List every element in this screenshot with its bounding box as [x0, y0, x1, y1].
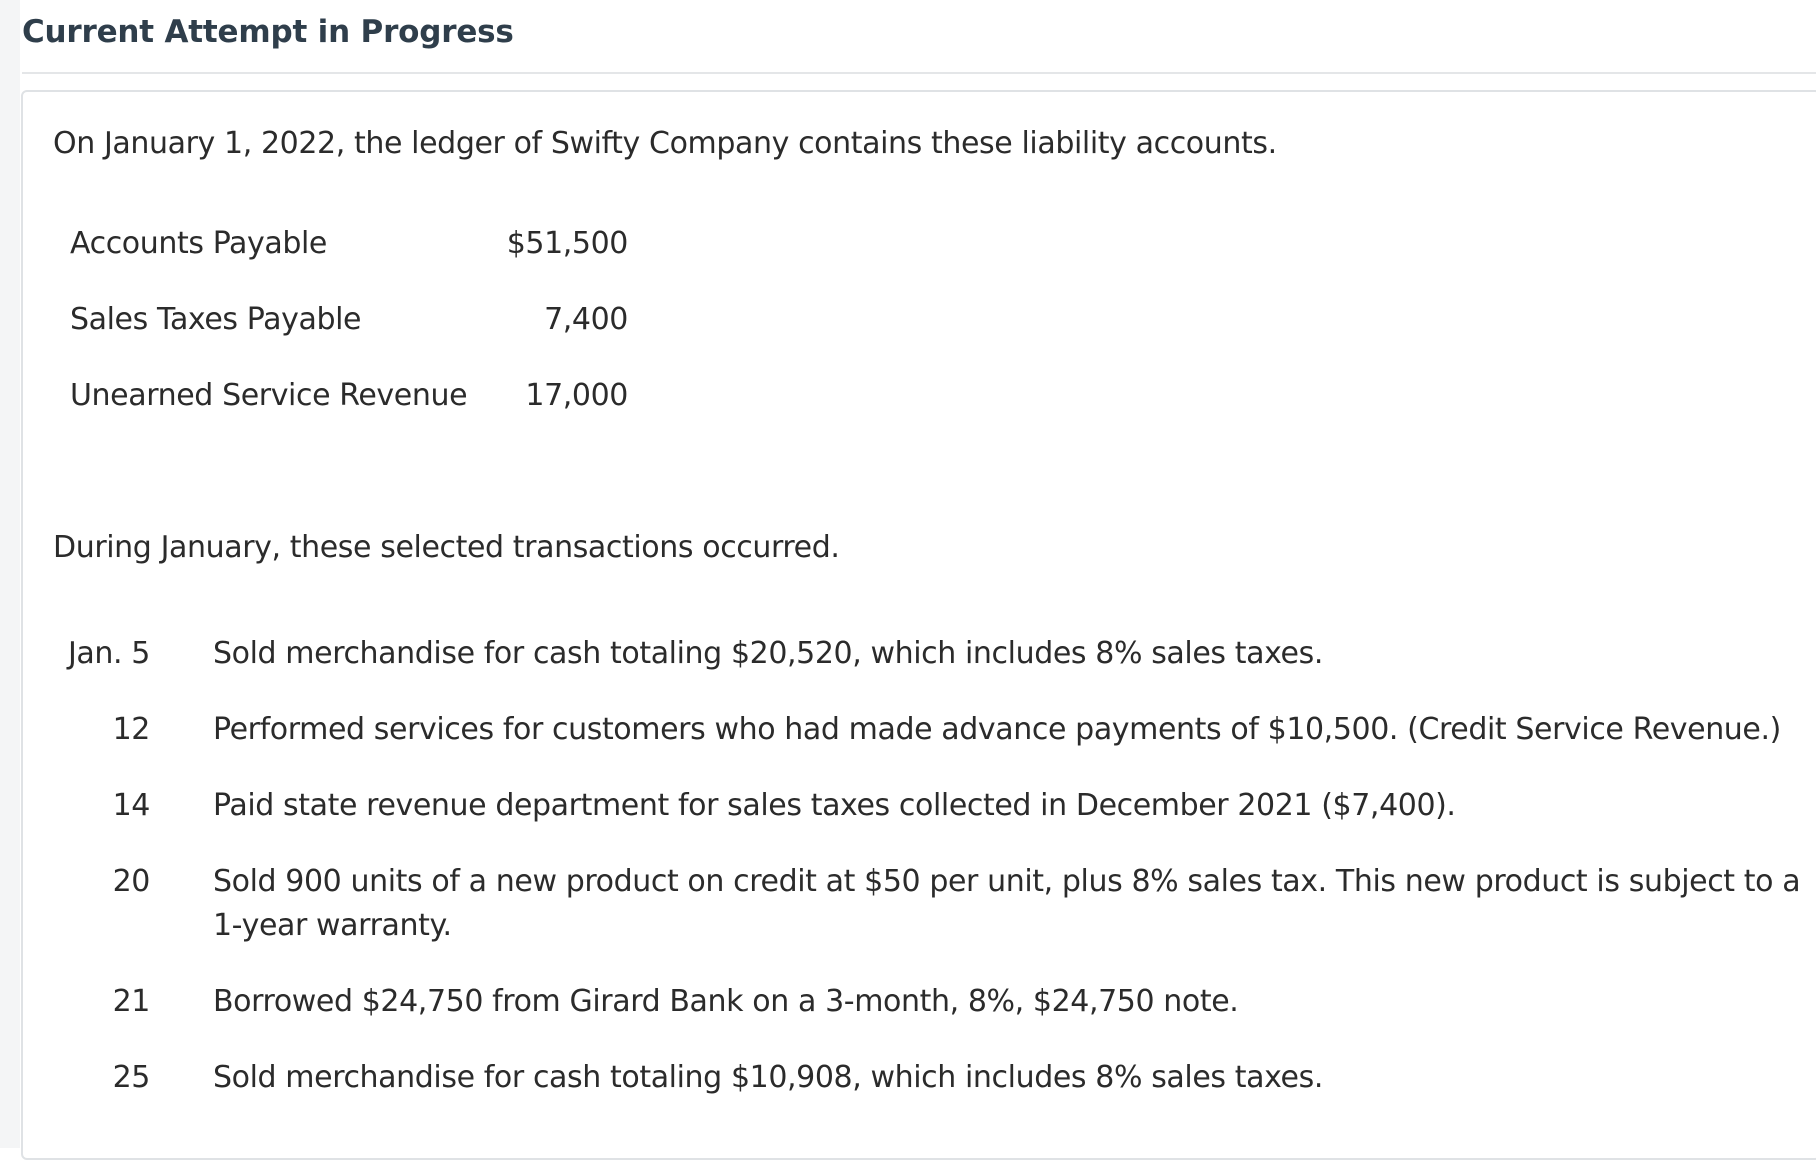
account-row: Unearned Service Revenue 17,000	[70, 378, 630, 454]
page-title: Current Attempt in Progress	[22, 14, 514, 50]
account-row: Accounts Payable $51,500	[70, 226, 630, 302]
transaction-description: Sold merchandise for cash totaling $10,9…	[213, 1060, 1323, 1095]
transaction-date: 25	[112, 1060, 151, 1095]
account-name: Sales Taxes Payable	[70, 302, 362, 337]
transaction-row: 25 Sold merchandise for cash totaling $1…	[60, 1056, 1810, 1100]
transaction-date: 20	[112, 864, 151, 899]
header-divider	[22, 72, 1816, 74]
transaction-row: 20 Sold 900 units of a new product on cr…	[60, 860, 1810, 948]
account-amount: $51,500	[506, 226, 629, 261]
transactions-list: Jan. 5 Sold merchandise for cash totalin…	[60, 632, 1810, 1132]
transaction-row: 12 Performed services for customers who …	[60, 708, 1810, 752]
transaction-description: Borrowed $24,750 from Girard Bank on a 3…	[213, 984, 1239, 1019]
account-amount: 17,000	[525, 378, 628, 413]
left-rail	[0, 0, 20, 1148]
transaction-description: Paid state revenue department for sales …	[213, 788, 1456, 823]
transaction-row: 14 Paid state revenue department for sal…	[60, 784, 1810, 828]
transaction-date: Jan. 5	[67, 636, 150, 671]
transaction-row: Jan. 5 Sold merchandise for cash totalin…	[60, 632, 1810, 676]
account-amount: 7,400	[544, 302, 628, 337]
transaction-description: Performed services for customers who had…	[213, 712, 1781, 747]
transaction-description: Sold merchandise for cash totaling $20,5…	[213, 636, 1323, 671]
transactions-intro: During January, these selected transacti…	[53, 530, 840, 565]
transaction-date: 12	[112, 712, 151, 747]
transaction-date: 14	[112, 788, 151, 823]
transaction-row: 21 Borrowed $24,750 from Girard Bank on …	[60, 980, 1810, 1024]
question-intro: On January 1, 2022, the ledger of Swifty…	[53, 126, 1277, 161]
account-row: Sales Taxes Payable 7,400	[70, 302, 630, 378]
transaction-date: 21	[112, 984, 151, 1019]
account-name: Accounts Payable	[70, 226, 327, 261]
transaction-description: Sold 900 units of a new product on credi…	[213, 864, 1801, 943]
liability-accounts-table: Accounts Payable $51,500 Sales Taxes Pay…	[70, 226, 630, 454]
account-name: Unearned Service Revenue	[70, 378, 468, 413]
question-card	[21, 90, 1816, 1160]
